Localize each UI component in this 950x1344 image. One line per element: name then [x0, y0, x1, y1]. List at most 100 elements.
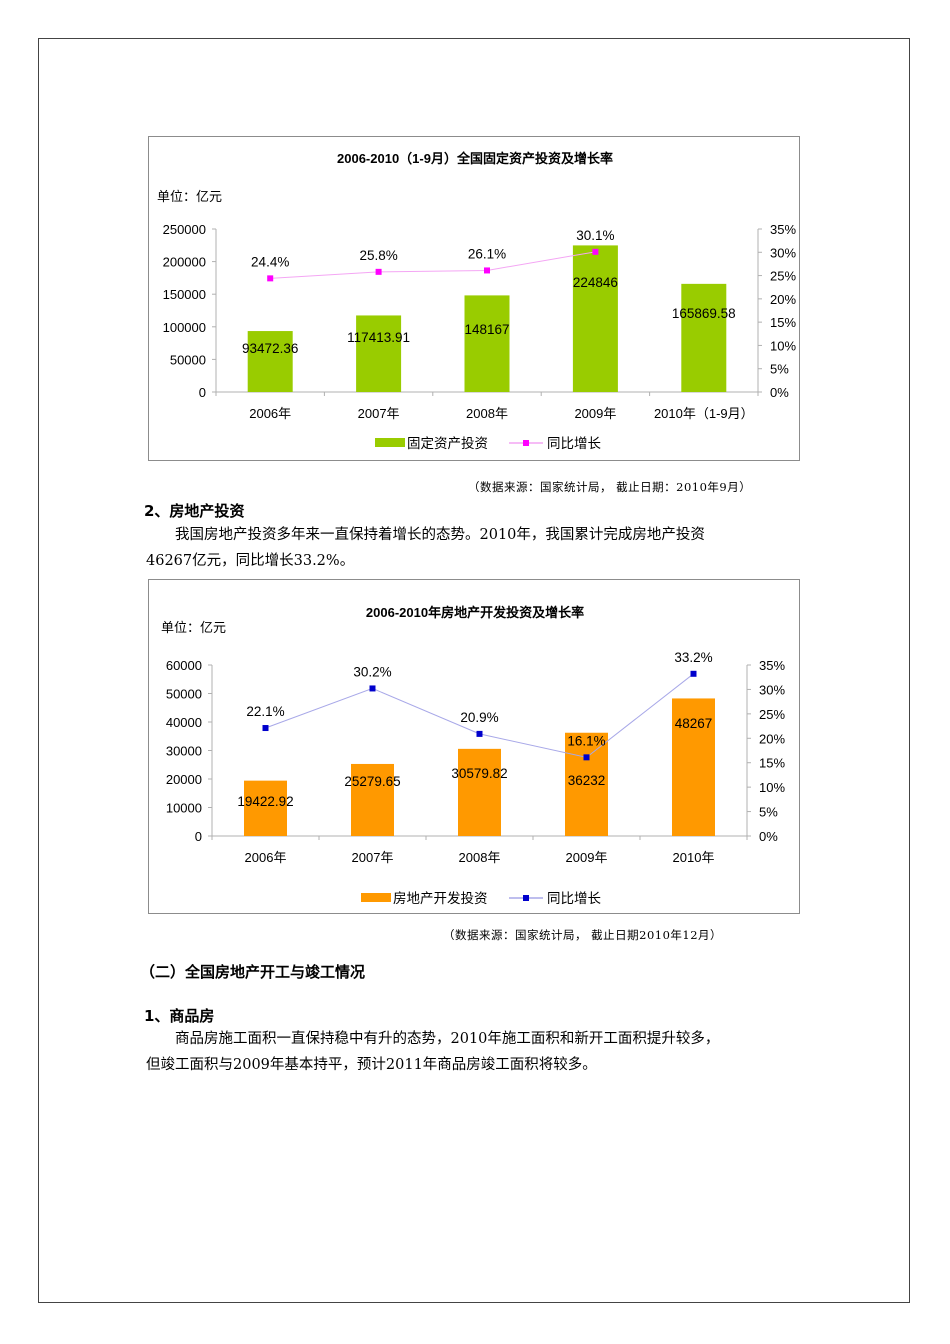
x-axis-category-label: 2006年	[249, 406, 291, 421]
y-axis-tick-label: 10000	[166, 801, 202, 816]
bar-value-label: 25279.65	[344, 774, 400, 789]
y-axis-tick-label: 100000	[163, 320, 206, 335]
section-heading-real-estate-investment: 2、房地产投资	[144, 502, 245, 520]
y2-axis-tick-label: 30%	[770, 245, 796, 260]
y2-axis-tick-label: 0%	[770, 385, 789, 400]
y2-axis-tick-label: 0%	[759, 829, 778, 844]
paragraph-line: 但竣工面积与2009年基本持平，预计2011年商品房竣工面积将较多。	[146, 1057, 597, 1073]
chart2-source-note: （数据来源：国家统计局， 截止日期2010年12月）	[443, 928, 723, 942]
y-axis-tick-label: 0	[199, 385, 206, 400]
y2-axis-tick-label: 35%	[770, 222, 796, 237]
y2-axis-tick-label: 30%	[759, 682, 785, 697]
paragraph-line: 46267亿元，同比增长33.2%。	[146, 553, 355, 569]
bar	[464, 295, 510, 392]
legend-bar-label: 房地产开发投资	[393, 891, 488, 906]
legend-line-marker-icon	[523, 895, 529, 901]
line-value-label: 33.2%	[674, 650, 712, 665]
bar	[356, 315, 402, 392]
y2-axis-tick-label: 20%	[759, 731, 785, 746]
bar-value-label: 48267	[675, 716, 713, 731]
line-value-label: 30.2%	[353, 664, 391, 679]
chart-unit-label: 单位：亿元	[157, 189, 222, 204]
x-axis-category-label: 2009年	[574, 406, 616, 421]
legend-line-label: 同比增长	[547, 891, 601, 906]
line-marker	[369, 685, 376, 692]
bar-value-label: 224846	[573, 275, 618, 290]
x-axis-category-label: 2009年	[566, 850, 608, 865]
y2-axis-tick-label: 35%	[759, 658, 785, 673]
bar	[672, 698, 715, 836]
y-axis-tick-label: 40000	[166, 715, 202, 730]
y-axis-tick-label: 150000	[163, 287, 206, 302]
bar-value-label: 19422.92	[237, 794, 293, 809]
x-axis-category-label: 2007年	[358, 406, 400, 421]
bar-value-label: 148167	[464, 322, 509, 337]
y2-axis-tick-label: 20%	[770, 292, 796, 307]
line-value-label: 25.8%	[359, 248, 397, 263]
paragraph-line: 我国房地产投资多年来一直保持着增长的态势。2010年，我国累计完成房地产投资	[175, 527, 705, 543]
legend-bar-swatch	[375, 438, 405, 447]
line-value-label: 20.9%	[460, 710, 498, 725]
bar-value-label: 117413.91	[347, 330, 410, 345]
y2-axis-tick-label: 10%	[770, 338, 796, 353]
x-axis-category-label: 2007年	[352, 850, 394, 865]
bar	[244, 780, 287, 836]
legend-line-marker-icon	[523, 440, 529, 446]
legend-bar-swatch	[361, 893, 391, 902]
line-marker	[583, 754, 590, 761]
y-axis-tick-label: 20000	[166, 772, 202, 787]
y2-axis-tick-label: 10%	[759, 780, 785, 795]
y-axis-tick-label: 200000	[163, 255, 206, 270]
x-axis-category-label: 2008年	[459, 850, 501, 865]
line-value-label: 26.1%	[468, 246, 506, 261]
chart-title: 2006-2010年房地产开发投资及增长率	[366, 605, 584, 620]
chart-fixed-asset-investment: 2006-2010（1-9月）全国固定资产投资及增长率单位：亿元 0 50000 10…	[148, 136, 800, 461]
y-axis-tick-label: 0	[195, 829, 202, 844]
bar	[565, 732, 608, 836]
bar	[351, 763, 394, 836]
y2-axis-tick-label: 25%	[770, 269, 796, 284]
line-value-label: 22.1%	[246, 704, 284, 719]
section-heading-construction-completion: （二）全国房地产开工与竣工情况	[140, 963, 366, 981]
page-frame	[38, 38, 910, 1303]
bar	[681, 283, 727, 392]
line-value-label: 30.1%	[576, 228, 614, 243]
line-value-label: 16.1%	[567, 733, 605, 748]
paragraph-real-estate-investment: 我国房地产投资多年来一直保持着增长的态势。2010年，我国累计完成房地产投资 4…	[146, 522, 806, 574]
chart-unit-label: 单位：亿元	[161, 620, 226, 635]
line-value-label: 24.4%	[251, 254, 289, 269]
x-axis-category-label: 2010年	[673, 850, 715, 865]
y2-axis-tick-label: 25%	[759, 707, 785, 722]
bar-value-label: 93472.36	[242, 341, 298, 356]
y-axis-tick-label: 50000	[166, 687, 202, 702]
bar	[247, 331, 293, 392]
y2-axis-tick-label: 15%	[759, 756, 785, 771]
y-axis-tick-label: 50000	[170, 352, 206, 367]
chart-real-estate-development-investment: 2006-2010年房地产开发投资及增长率单位：亿元 0 10000 20000 300…	[148, 579, 800, 914]
bar-value-label: 165869.58	[672, 306, 736, 321]
line-marker	[267, 275, 274, 282]
line-marker	[484, 267, 490, 274]
line-marker	[262, 725, 269, 732]
y2-axis-tick-label: 15%	[770, 315, 796, 330]
chart-title: 2006-2010（1-9月）全国固定资产投资及增长率	[337, 151, 613, 166]
bar	[458, 748, 501, 836]
x-axis-category-label: 2006年	[245, 850, 287, 865]
legend-bar-label: 固定资产投资	[407, 436, 488, 451]
x-axis-category-label: 2010年（1-9月）	[654, 406, 754, 421]
chart1-source-note: （数据来源：国家统计局， 截止日期：2010年9月）	[468, 480, 752, 494]
line-marker	[690, 670, 697, 677]
x-axis-category-label: 2008年	[466, 406, 508, 421]
y2-axis-tick-label: 5%	[759, 805, 778, 820]
y-axis-tick-label: 250000	[163, 222, 206, 237]
y-axis-tick-label: 60000	[166, 658, 202, 673]
bar-value-label: 36232	[568, 773, 606, 788]
line-marker	[592, 248, 599, 255]
bar	[572, 245, 618, 392]
y-axis-tick-label: 30000	[166, 744, 202, 759]
y2-axis-tick-label: 5%	[770, 362, 789, 377]
bar-value-label: 30579.82	[451, 766, 507, 781]
line-marker	[476, 730, 483, 737]
